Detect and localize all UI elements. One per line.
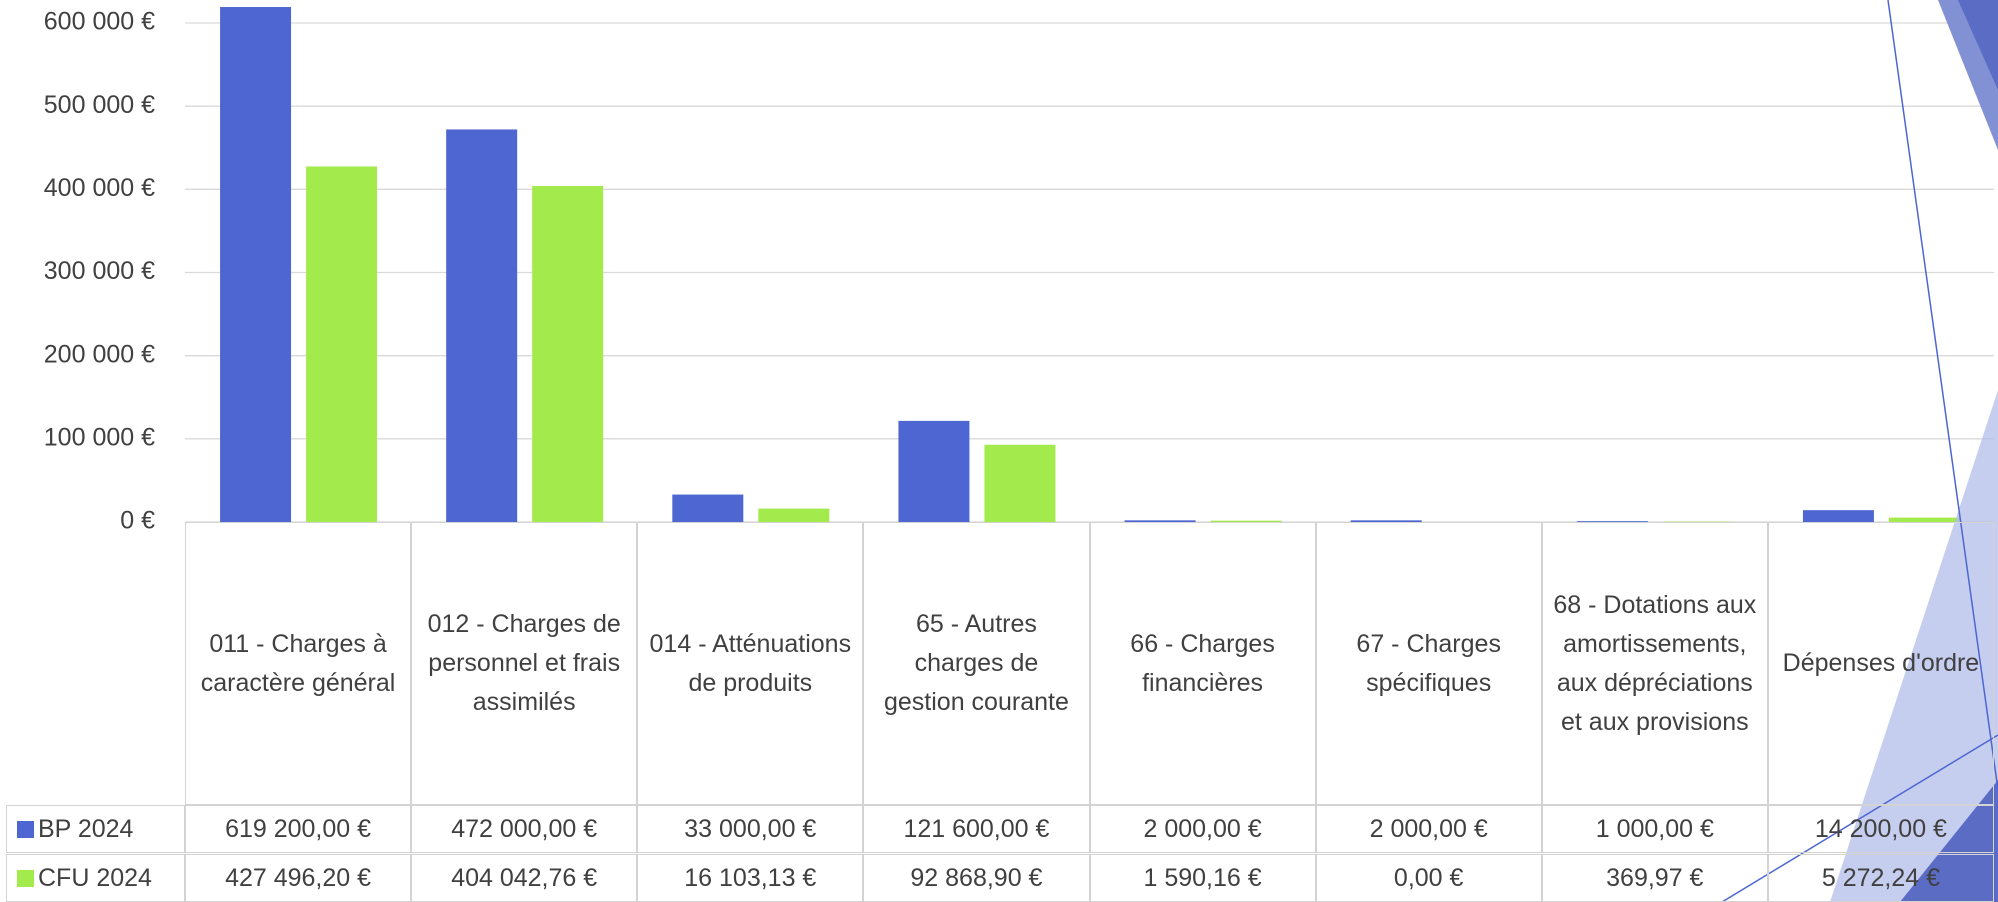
table-value: 1 590,16 € [1090, 854, 1316, 902]
table-value: 92 868,90 € [863, 854, 1089, 902]
bar [446, 129, 517, 522]
table-value: 33 000,00 € [637, 805, 863, 853]
category-label: 66 - Charges financières [1090, 522, 1316, 805]
table-value: 619 200,00 € [185, 805, 411, 853]
bar [306, 166, 377, 522]
category-label: 012 - Charges de personnel et frais assi… [411, 522, 637, 805]
table-value: 404 042,76 € [411, 854, 637, 902]
bar [758, 509, 829, 522]
table-value: 16 103,13 € [637, 854, 863, 902]
legend-label: BP 2024 [38, 810, 133, 849]
table-value: 472 000,00 € [411, 805, 637, 853]
bar [672, 495, 743, 522]
page: 0 € 100 000 € 200 000 € 300 000 € 400 000 € 5… [0, 0, 1998, 902]
y-tick-label: 300 000 € [44, 257, 155, 285]
table-value: 427 496,20 € [185, 854, 411, 902]
table-value: 0,00 € [1316, 854, 1542, 902]
y-tick-label: 100 000 € [44, 423, 155, 451]
category-label: 65 - Autres charges de gestion courante [863, 522, 1089, 805]
table-value: 2 000,00 € [1090, 805, 1316, 853]
bar [532, 186, 603, 522]
y-tick-label: 500 000 € [44, 91, 155, 119]
y-tick-label: 600 000 € [44, 8, 155, 36]
table-value: 121 600,00 € [863, 805, 1089, 853]
category-label: 67 - Charges spécifiques [1316, 522, 1542, 805]
legend-cell: BP 2024 [6, 805, 185, 853]
bar [220, 7, 291, 522]
legend-cell: CFU 2024 [6, 854, 185, 902]
category-label: 011 - Charges à caractère général [185, 522, 411, 805]
legend-swatch [17, 821, 34, 838]
y-tick-label: 0 € [120, 507, 155, 535]
bar [1803, 510, 1874, 522]
legend-swatch [17, 870, 34, 887]
category-label: Dépenses d'ordre [1768, 522, 1994, 805]
table-value: 5 272,24 € [1768, 854, 1994, 902]
table-value: 14 200,00 € [1768, 805, 1994, 853]
table-value: 1 000,00 € [1542, 805, 1768, 853]
table-value: 2 000,00 € [1316, 805, 1542, 853]
category-label: 014 - Atténuations de produits [637, 522, 863, 805]
table-value: 369,97 € [1542, 854, 1768, 902]
category-label: 68 - Dotations aux amortissements, aux d… [1542, 522, 1768, 805]
bar [984, 445, 1055, 522]
y-tick-label: 200 000 € [44, 340, 155, 368]
legend-label: CFU 2024 [38, 859, 152, 898]
y-tick-label: 400 000 € [44, 174, 155, 202]
bar [898, 421, 969, 522]
